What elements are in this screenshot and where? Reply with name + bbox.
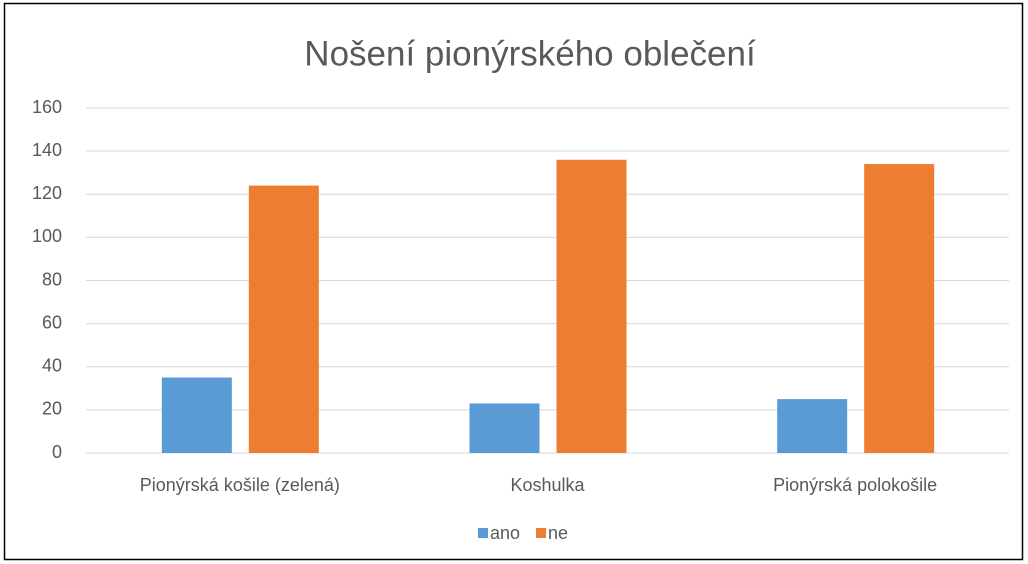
legend-swatch: [536, 528, 547, 538]
chart-title: Nošení pionýrského oblečení: [304, 34, 756, 73]
bar: [556, 159, 627, 453]
y-tick-label: 100: [32, 226, 62, 246]
x-tick-label: Pionýrská košile (zelená): [140, 475, 340, 495]
legend-label: ne: [548, 523, 568, 543]
bar: [248, 185, 319, 453]
legend-label: ano: [490, 523, 520, 543]
y-tick-label: 120: [32, 183, 62, 203]
y-tick-label: 80: [42, 269, 62, 289]
x-tick-label: Koshulka: [510, 475, 585, 495]
x-tick-label: Pionýrská polokošile: [773, 475, 937, 495]
chart-border: [3, 2, 1024, 561]
y-tick-label: 160: [32, 97, 62, 117]
bar: [864, 164, 935, 453]
bar: [161, 377, 232, 453]
y-tick-label: 60: [42, 312, 62, 332]
y-tick-label: 0: [52, 442, 62, 462]
y-tick-label: 140: [32, 140, 62, 160]
y-tick-label: 20: [42, 399, 62, 419]
bar: [777, 399, 848, 453]
bar: [469, 403, 540, 453]
legend-swatch: [478, 528, 488, 538]
y-tick-label: 40: [42, 356, 62, 376]
